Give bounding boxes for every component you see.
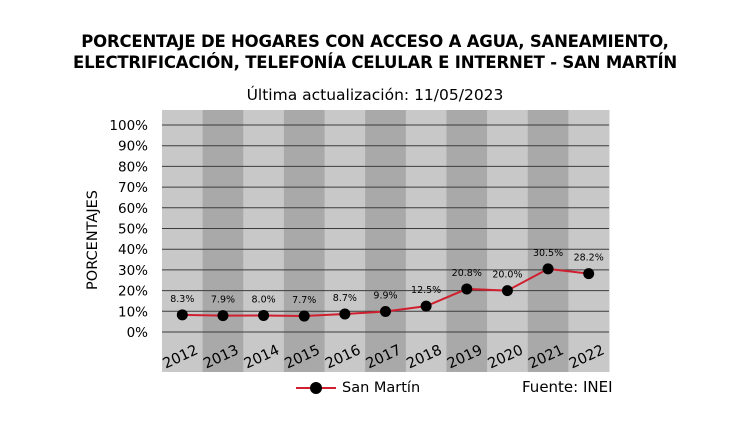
category-band [446,110,488,372]
category-band [243,110,285,372]
data-label: 7.7% [292,295,316,306]
y-tick-label: 30% [118,263,148,279]
data-label: 28.2% [574,253,604,264]
data-label: 8.7% [333,293,357,304]
data-label: 8.0% [252,294,276,305]
legend: San Martín [296,380,420,396]
category-band [405,110,447,372]
data-label: 30.5% [533,248,563,259]
category-band [487,110,529,372]
y-axis-title: PORCENTAJES [85,190,101,290]
data-point [501,285,513,297]
y-tick-label: 80% [118,159,148,175]
chart-subtitle: Última actualización: 11/05/2023 [246,86,504,104]
category-band [202,110,244,372]
y-tick-label: 70% [118,180,148,196]
data-label: 12.5% [411,285,441,296]
y-tick-label: 10% [118,304,148,320]
category-band [527,110,569,372]
data-label: 8.3% [170,294,194,305]
data-point [420,300,432,312]
legend-dot-icon [310,382,322,394]
data-label: 20.0% [492,270,522,281]
chart-title-line-2: ELECTRIFICACIÓN, TELEFONÍA CELULAR E INT… [73,53,677,72]
category-band [568,110,610,372]
data-label: 7.9% [211,295,235,306]
legend-swatch [296,381,336,395]
y-tick-label: 90% [118,139,148,155]
data-point [583,268,595,280]
y-tick-label: 40% [118,242,148,258]
legend-label: San Martín [342,380,421,396]
y-tick-label: 20% [118,284,148,300]
data-label: 20.8% [452,268,482,279]
source-note: Fuente: INEI [522,378,613,396]
data-point [298,310,310,322]
data-point [380,306,391,318]
y-tick-label: 60% [118,201,148,217]
data-label: 9.9% [373,291,397,302]
category-band [283,110,326,372]
data-point [339,308,351,320]
data-point [217,310,229,322]
y-tick-label: 0% [127,325,149,341]
data-point [258,309,270,321]
category-band [365,110,407,372]
data-point [542,263,554,275]
category-band [324,110,366,372]
data-point [176,309,188,321]
chart-title-line-1: PORCENTAJE DE HOGARES CON ACCESO A AGUA,… [81,32,669,51]
y-tick-label: 50% [118,222,148,238]
category-band [162,110,204,372]
y-tick-label: 100% [109,118,148,134]
data-point [461,283,473,295]
